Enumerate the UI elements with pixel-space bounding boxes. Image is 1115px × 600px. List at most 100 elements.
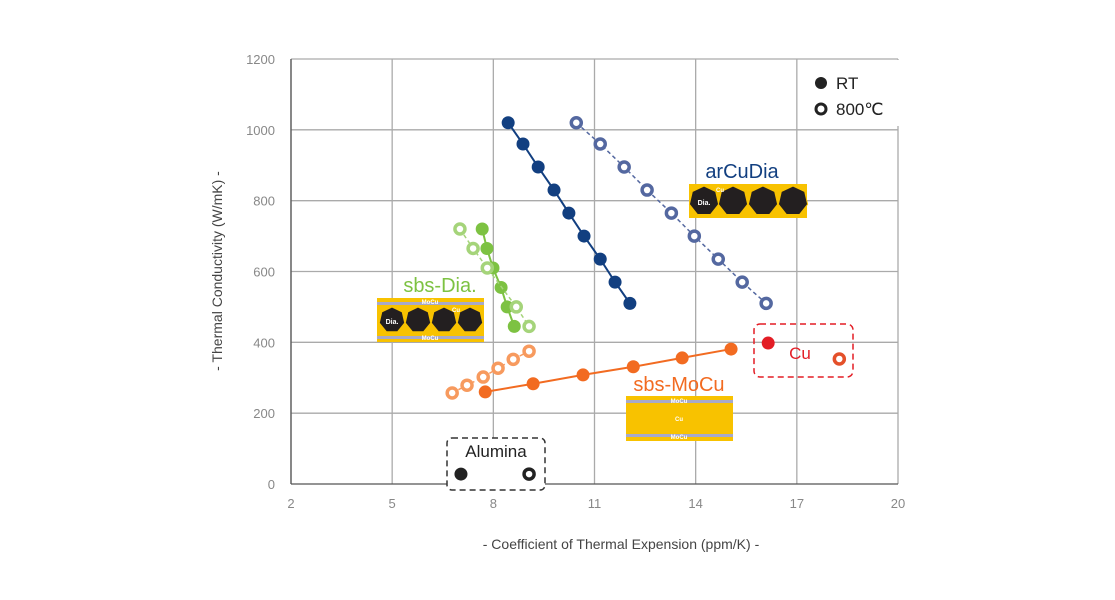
series-line [575, 122, 767, 304]
sbs-dia-inset-cu: Cu [452, 308, 460, 314]
sbs-dia-inset-mocu-bottom: MoCu [422, 336, 439, 342]
data-point [593, 252, 607, 266]
series-line [485, 348, 732, 393]
data-point [466, 241, 480, 256]
legend-rt-marker [815, 77, 827, 89]
data-point [475, 222, 489, 236]
legend: RT 800℃ [803, 60, 903, 126]
data-point [476, 370, 490, 384]
sbs-dia-inset: MoCu MoCu Dia. Cu [377, 298, 484, 342]
series-arcudia-800- [569, 116, 773, 311]
y-tick-label: 1200 [246, 52, 275, 67]
arcudia-inset-dia: Dia. [698, 200, 711, 207]
x-tick-label: 5 [389, 496, 396, 511]
x-tick-label: 17 [790, 496, 804, 511]
series-alumina-rt [454, 467, 468, 481]
data-point [480, 241, 494, 255]
data-point [453, 222, 467, 236]
sbs-mocu-inset: MoCu Cu MoCu [626, 396, 733, 441]
data-point [759, 296, 773, 311]
data-point [593, 137, 607, 151]
data-point [664, 206, 679, 220]
diamond-particle [430, 306, 458, 333]
sbs-dia-inset-mocu-top: MoCu [422, 300, 439, 306]
data-point [522, 344, 536, 358]
sbs-mocu-inset-mocu-top: MoCu [671, 399, 688, 405]
x-ticks: 2 5 8 11 14 17 20 [287, 496, 905, 511]
series-alumina-800- [522, 467, 536, 481]
data-point [522, 319, 536, 334]
data-point [480, 261, 495, 275]
series-arcudia-rt [501, 116, 637, 310]
grid [290, 58, 899, 485]
series-cu-800- [832, 352, 847, 366]
data-point [547, 183, 561, 197]
series-layer [445, 116, 847, 481]
cu-annotation-box [753, 323, 854, 378]
x-tick-label: 2 [287, 496, 294, 511]
arcudia-label: arCuDia [705, 161, 779, 183]
y-tick-label: 0 [268, 477, 275, 492]
legend-800-label: 800℃ [836, 100, 883, 119]
data-point [832, 352, 847, 366]
y-tick-label: 400 [253, 335, 275, 350]
data-point [687, 229, 702, 243]
data-point [507, 319, 521, 333]
series-sbs-mocu-800- [445, 344, 536, 400]
data-point [491, 361, 505, 375]
data-point [506, 352, 520, 367]
y-tick-label: 800 [253, 194, 275, 209]
data-point [460, 378, 474, 392]
data-point [626, 360, 640, 374]
data-point [454, 467, 468, 481]
y-tick-label: 200 [253, 406, 275, 421]
data-point [711, 252, 726, 266]
series-line [459, 228, 530, 327]
x-tick-label: 8 [490, 496, 497, 511]
y-tick-label: 1000 [246, 123, 275, 138]
data-point [509, 300, 524, 314]
data-point [761, 336, 775, 350]
data-point [617, 160, 631, 174]
series-sbs-dia-800- [453, 222, 536, 334]
diamond-particle [378, 306, 406, 333]
x-tick-label: 20 [891, 496, 905, 511]
sbs-dia-label: sbs-Dia. [403, 275, 476, 297]
series-sbs-mocu-rt [478, 342, 738, 399]
y-ticks: 0 200 400 600 800 1000 1200 [246, 52, 275, 492]
data-point [478, 385, 492, 399]
data-point [569, 116, 584, 130]
data-point [576, 368, 590, 382]
data-point [526, 377, 540, 391]
diamond-particle [747, 185, 779, 215]
sbs-dia-inset-dia: Dia. [386, 319, 399, 326]
data-point [501, 116, 515, 130]
legend-rt-label: RT [836, 74, 858, 93]
x-tick-label: 11 [588, 496, 602, 511]
sbs-mocu-label: sbs-MoCu [633, 374, 724, 396]
data-point [577, 229, 591, 243]
data-point [516, 137, 530, 151]
diamond-particle [717, 185, 749, 215]
alumina-annotation-box [446, 437, 546, 491]
y-tick-label: 600 [253, 265, 275, 280]
diamond-particle [777, 185, 809, 215]
data-point [724, 342, 738, 356]
data-point [623, 296, 637, 310]
data-point [562, 206, 576, 220]
data-point [675, 351, 689, 365]
data-point [608, 275, 622, 289]
diamond-particle [688, 185, 720, 215]
sbs-mocu-inset-cu: Cu [675, 417, 683, 423]
diamond-particle [404, 306, 432, 333]
data-point [522, 467, 536, 481]
x-axis-label: - Coefficient of Thermal Expension (ppm/… [483, 536, 760, 552]
series-cu-rt [761, 336, 775, 350]
sbs-mocu-inset-mocu-bottom: MoCu [671, 435, 688, 441]
data-point [735, 275, 749, 289]
alumina-label: Alumina [465, 442, 527, 461]
cu-label: Cu [789, 344, 811, 363]
diamond-particle [456, 306, 484, 333]
x-tick-label: 14 [688, 496, 702, 511]
